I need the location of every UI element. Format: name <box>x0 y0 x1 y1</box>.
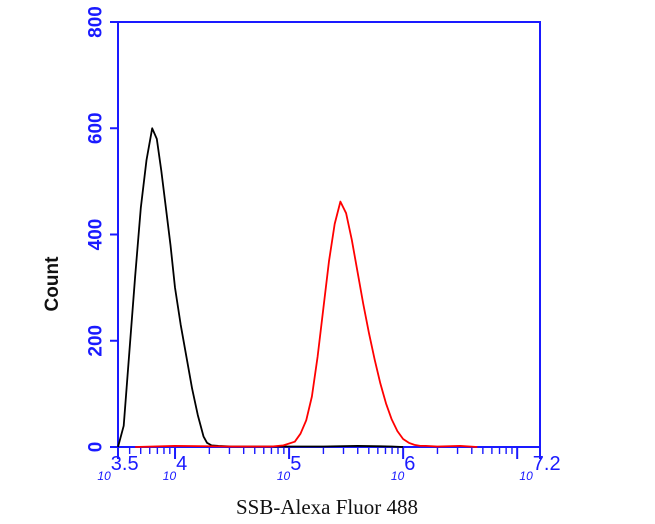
y-axis-ticks: 0 200 400 600 800 <box>86 6 118 453</box>
series-group <box>117 127 478 448</box>
series-line-sample <box>135 200 478 448</box>
y-tick-label: 0 <box>86 442 107 453</box>
x-tick-exponent: 3.5 <box>111 453 139 475</box>
x-tick-label: 107.2 <box>519 453 560 483</box>
y-tick-label: 400 <box>86 219 107 251</box>
x-tick-label: 105 <box>277 453 301 483</box>
y-tick-label: 600 <box>86 112 107 144</box>
plot-frame <box>117 21 541 448</box>
x-tick-exponent: 7.2 <box>533 453 561 475</box>
x-tick-label: 106 <box>391 453 415 483</box>
x-tick-base: 10 <box>97 469 111 483</box>
x-tick-base: 10 <box>519 469 533 483</box>
x-tick-exponent: 4 <box>176 453 187 475</box>
y-tick-label: 200 <box>86 325 107 357</box>
x-axis-label: SSB-Alexa Fluor 488 <box>236 495 418 519</box>
y-tick-label: 800 <box>86 6 107 38</box>
y-axis-label: Count <box>42 256 63 312</box>
x-tick-exponent: 5 <box>290 453 301 475</box>
x-tick-base: 10 <box>277 469 291 483</box>
x-tick-label: 103.5 <box>97 453 138 483</box>
x-tick-base: 10 <box>163 469 177 483</box>
x-tick-label: 104 <box>163 453 187 483</box>
x-tick-base: 10 <box>391 469 405 483</box>
x-tick-exponent: 6 <box>404 453 415 475</box>
